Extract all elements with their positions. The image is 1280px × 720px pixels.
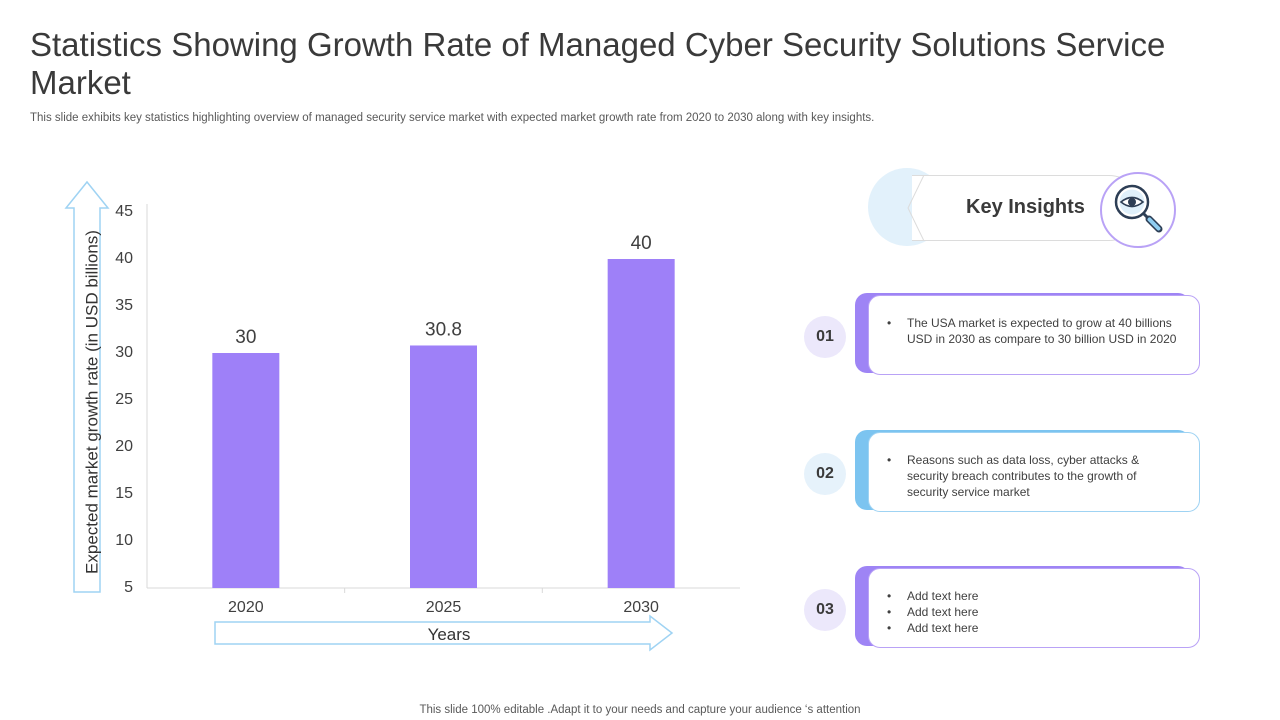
y-tick-label: 35 xyxy=(115,297,133,314)
footer-note: This slide 100% editable .Adapt it to yo… xyxy=(419,704,861,716)
bar-value-label: 30.8 xyxy=(425,319,462,340)
insight-card-02: Reasons such as data loss, cyber attacks… xyxy=(868,432,1200,512)
insight-bullet: Add text here xyxy=(887,588,1177,604)
insight-bullet: Add text here xyxy=(887,620,1177,636)
insight-bullet: Reasons such as data loss, cyber attacks… xyxy=(887,452,1177,500)
y-axis-title: Expected market growth rate (in USD bill… xyxy=(82,230,101,574)
insight-list-02: Reasons such as data loss, cyber attacks… xyxy=(887,452,1177,500)
x-axis-arrow xyxy=(214,614,674,652)
y-tick-label: 15 xyxy=(115,485,133,502)
bar-value-label: 40 xyxy=(631,233,652,254)
magnifier-eye-icon xyxy=(1100,172,1176,248)
bar-2030 xyxy=(607,259,675,588)
page-subtitle: This slide exhibits key statistics highl… xyxy=(30,112,875,124)
y-tick-label: 30 xyxy=(115,344,133,361)
bar-chart: Expected market growth rate (in USD bill… xyxy=(64,180,740,652)
bar-2025 xyxy=(410,345,477,588)
y-tick-label: 45 xyxy=(115,203,133,220)
y-axis-arrow xyxy=(64,180,110,593)
x-tick-label: 2020 xyxy=(228,599,264,616)
insight-list-03: Add text here Add text here Add text her… xyxy=(887,588,1177,636)
key-insights-title: Key Insights xyxy=(966,196,1085,218)
y-tick-label: 40 xyxy=(115,250,133,267)
insight-list-01: The USA market is expected to grow at 40… xyxy=(887,315,1177,347)
insight-card-03: Add text here Add text here Add text her… xyxy=(868,568,1200,648)
insight-number-01: 01 xyxy=(804,316,846,358)
y-tick-label: 25 xyxy=(115,391,133,408)
bar-value-label: 30 xyxy=(235,327,256,348)
insight-bullet: The USA market is expected to grow at 40… xyxy=(887,315,1177,347)
insight-number-02: 02 xyxy=(804,453,846,495)
y-tick-label: 20 xyxy=(115,438,133,455)
y-tick-label: 10 xyxy=(115,532,133,549)
insight-bullet: Add text here xyxy=(887,604,1177,620)
chevron-left-icon xyxy=(907,175,925,241)
y-tick-label: 5 xyxy=(124,579,133,596)
insight-number-03: 03 xyxy=(804,589,846,631)
insight-card-01: The USA market is expected to grow at 40… xyxy=(868,295,1200,375)
page-title: Statistics Showing Growth Rate of Manage… xyxy=(30,26,1166,101)
x-tick-label: 2025 xyxy=(426,599,462,616)
x-tick-label: 2030 xyxy=(623,599,659,616)
x-axis-title: Years xyxy=(428,625,471,644)
bar-2020 xyxy=(212,353,280,588)
key-insights-header: Key Insights xyxy=(866,166,1186,250)
